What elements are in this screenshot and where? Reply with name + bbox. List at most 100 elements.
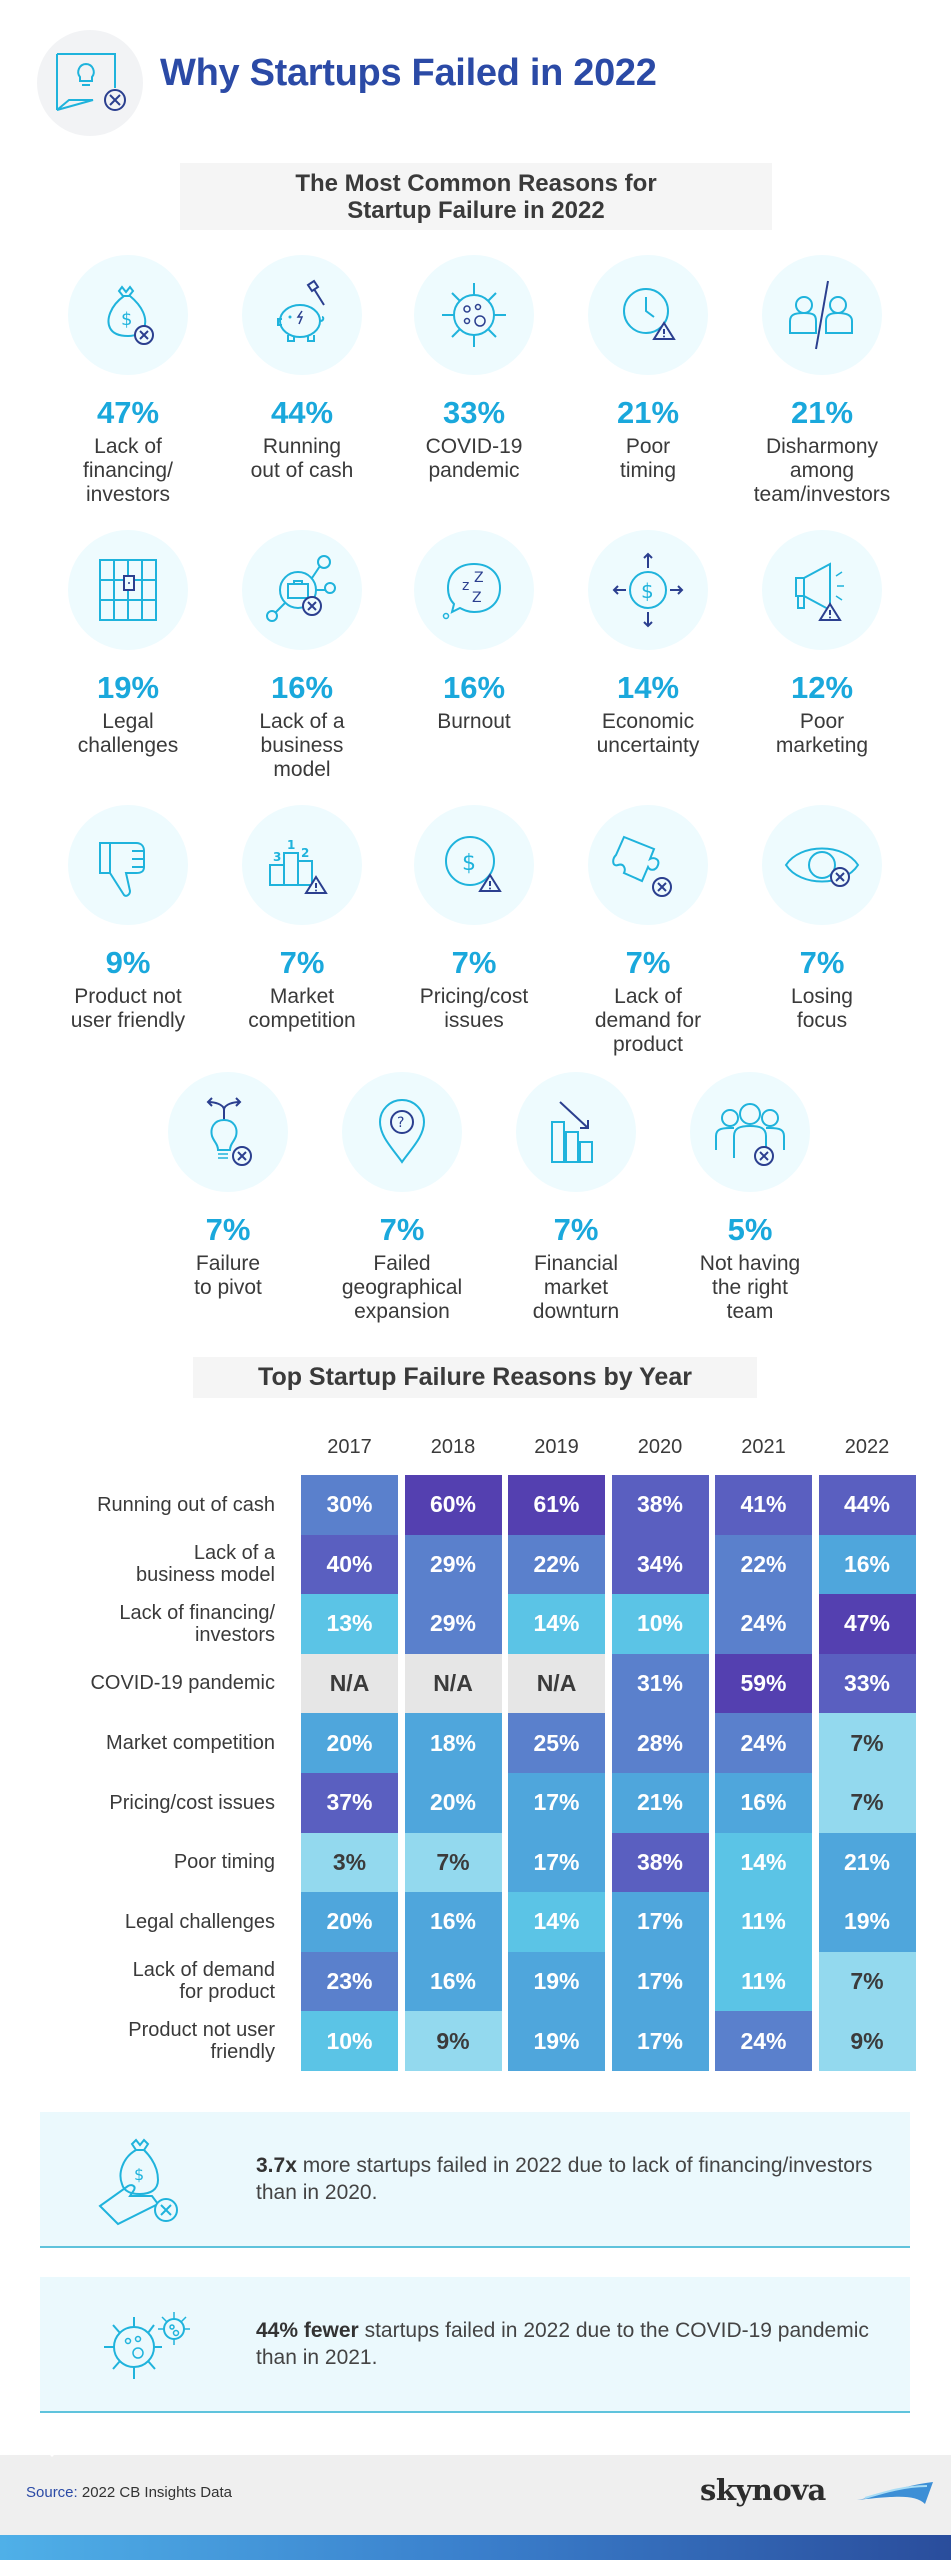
reason-percent: 16% [270, 670, 334, 705]
table-cell: 24% [715, 1713, 812, 1773]
table-cell: 31% [611, 1653, 709, 1714]
reason-icon-circle [68, 530, 188, 650]
reason-percent: 7% [451, 945, 497, 980]
row-label: Lack of a business model [136, 1542, 275, 1587]
table-cell: 17% [611, 2011, 709, 2071]
reason-percent: 7% [799, 945, 845, 980]
reason-percent: 7% [379, 1212, 425, 1247]
reason-label: Lack of a business model [259, 710, 345, 781]
reason-item: $ 7% Pricing/cost issues [388, 805, 560, 1033]
reason-item: 12% Poor marketing [736, 530, 908, 758]
skynova-logo[interactable]: skynova [700, 2473, 826, 2507]
reason-icon-circle: $ [588, 530, 708, 650]
svg-text:$: $ [134, 2165, 144, 2184]
broken-piggy-bank-icon [277, 279, 325, 342]
reason-icon-circle: ? [342, 1072, 462, 1192]
footer-notch [38, 2443, 66, 2457]
section-heading-common-reasons: The Most Common Reasons for Startup Fail… [180, 163, 772, 230]
reason-label: Not having the right team [699, 1252, 801, 1323]
row-label: Product not user friendly [128, 2018, 275, 2063]
reason-percent: 14% [616, 670, 680, 705]
header-icon-badge [37, 30, 143, 136]
reason-percent: 33% [442, 395, 506, 430]
row-label: Market competition [106, 1731, 275, 1754]
year-header: 2020 [637, 1436, 683, 1458]
reason-label: Financial market downturn [532, 1252, 620, 1323]
reason-icon-circle [588, 255, 708, 375]
table-cell: 20% [301, 1892, 398, 1952]
reason-label: Losing focus [791, 985, 853, 1032]
footer-gradient-bar [0, 2535, 951, 2560]
table-cell: 17% [611, 1892, 709, 1952]
table-cell: 21% [818, 1832, 916, 1893]
section-heading-line1: The Most Common Reasons for [295, 170, 657, 197]
reason-percent: 47% [96, 395, 160, 430]
table-cell: 25% [508, 1713, 605, 1773]
callout-financing-bold: 3.7x [256, 2154, 297, 2177]
reason-label: Pricing/cost issues [419, 985, 529, 1032]
table-cell: 47% [818, 1594, 916, 1654]
reason-percent: 7% [279, 945, 325, 980]
briefcase-network-x-icon [266, 555, 336, 622]
table-cell: 29% [404, 1594, 502, 1654]
reason-percent: 5% [727, 1212, 773, 1247]
table-cell: 30% [301, 1475, 398, 1535]
reason-item: 7% Lack of demand for product [562, 805, 734, 1057]
table-cell: 44% [818, 1475, 916, 1535]
reason-icon-circle [516, 1072, 636, 1192]
table-cell: 11% [715, 1892, 812, 1952]
lightbulb-fork-x-icon [206, 1097, 252, 1166]
callout-covid-body: startups failed in 2022 due to the COVID… [256, 2319, 869, 2369]
reason-item: $ 47% Lack of financing/ investors [42, 255, 214, 507]
reason-icon-circle [168, 1072, 288, 1192]
table-cell: 38% [611, 1475, 709, 1535]
reason-label: Product not user friendly [70, 985, 186, 1032]
hand-money-bag-x-icon: $ [98, 2138, 178, 2226]
footer [0, 2455, 951, 2535]
lightbulb-chat-x-icon [56, 53, 126, 111]
reason-label: Poor marketing [775, 710, 869, 757]
table-cell: 17% [508, 1832, 605, 1893]
reason-icon-circle [414, 255, 534, 375]
thumbs-down-icon [99, 842, 145, 897]
reason-percent: 44% [270, 395, 334, 430]
reason-label: Disharmony among team/investors [753, 435, 891, 506]
reason-icon-circle [762, 255, 882, 375]
callout-covid: 44% fewer startups failed in 2022 due to… [40, 2277, 910, 2413]
table-cell: 37% [301, 1773, 398, 1833]
row-label: COVID-19 pandemic [90, 1672, 275, 1695]
svg-text:Z: Z [472, 590, 482, 606]
table-cell: 17% [508, 1773, 605, 1833]
clock-warning-icon [623, 288, 676, 340]
table-cell: 16% [818, 1534, 916, 1595]
svg-text:z: z [462, 578, 469, 594]
table-cell: 38% [611, 1832, 709, 1893]
bar-chart-down-icon [551, 1101, 593, 1163]
table-cell: 3% [301, 1832, 398, 1893]
svg-text:$: $ [121, 309, 132, 330]
svg-text:1: 1 [287, 838, 295, 852]
table-cell: 7% [818, 1773, 916, 1833]
table-cell: 14% [508, 1594, 605, 1654]
reason-label: COVID-19 pandemic [425, 435, 523, 482]
table-cell: 10% [301, 2011, 398, 2071]
table-cell: N/A [508, 1653, 605, 1714]
reason-label: Running out of cash [250, 435, 354, 482]
skynova-swoosh-icon [857, 2482, 933, 2504]
reason-icon-circle [762, 530, 882, 650]
reason-icon-circle [762, 805, 882, 925]
table-cell: 18% [404, 1713, 502, 1773]
reason-icon-circle [68, 805, 188, 925]
table-cell: 22% [715, 1534, 812, 1595]
split-people-icon [789, 280, 853, 350]
table-cell: 16% [715, 1773, 812, 1833]
row-label: Legal challenges [124, 1910, 275, 1933]
table-cell: 41% [715, 1475, 812, 1535]
row-label: Pricing/cost issues [109, 1791, 275, 1814]
year-header: 2021 [741, 1436, 786, 1458]
table-cell: 11% [715, 1951, 812, 2012]
table-cell: N/A [404, 1653, 502, 1714]
table-cell: 21% [611, 1773, 709, 1833]
